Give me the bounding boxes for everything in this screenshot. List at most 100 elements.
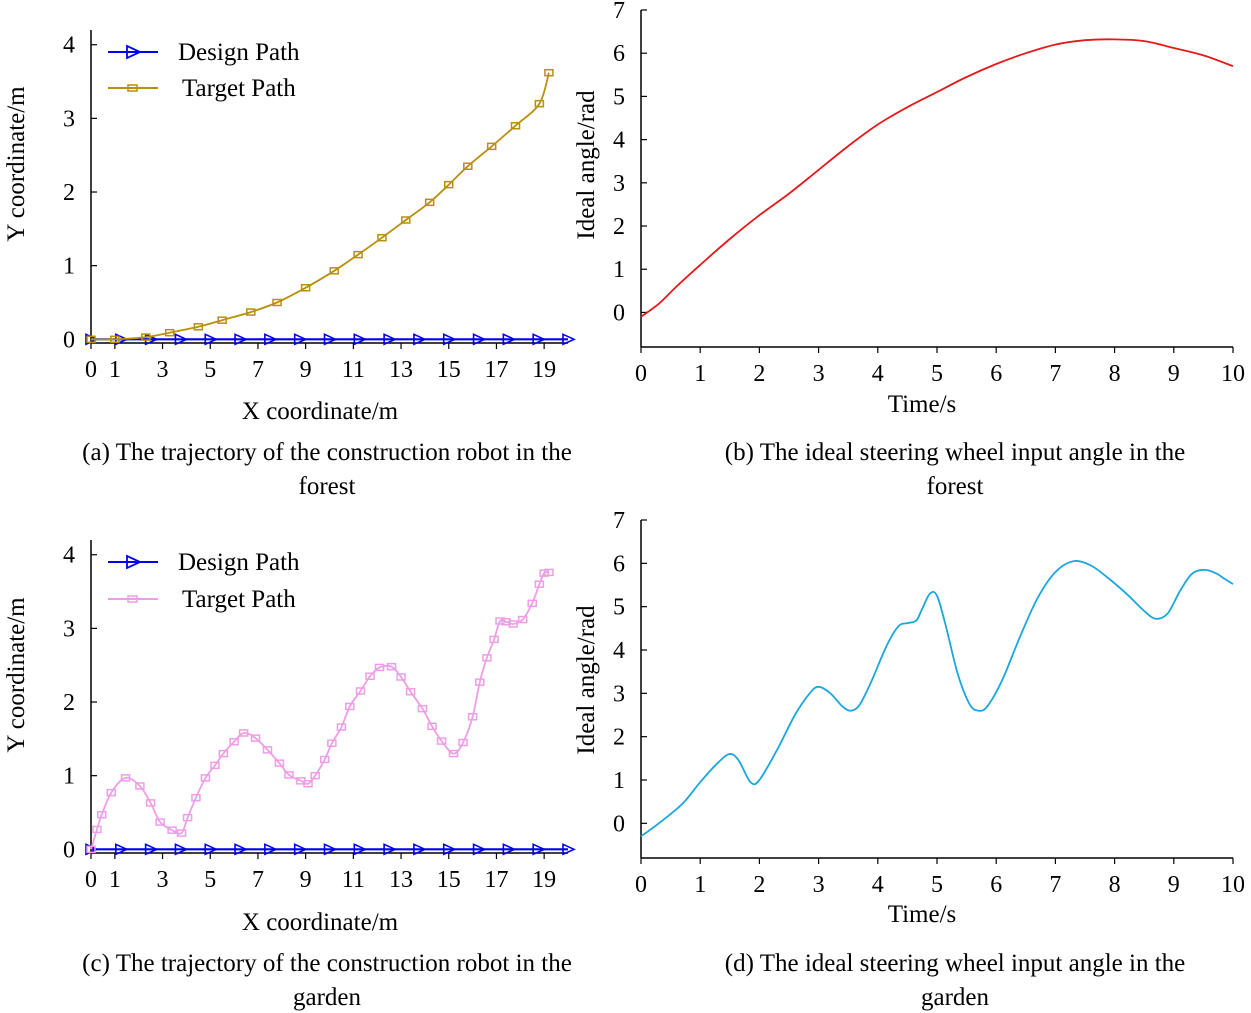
y-tick-label-b: 2 (613, 214, 625, 240)
panel-b-plot-area: 0 1 2 3 4 5 6 7 8 9 10 0 1 2 3 4 5 6 7 (613, 0, 1245, 387)
data-point-a-0-6 (264, 333, 278, 346)
data-point-c-1-19 (274, 759, 285, 767)
series-line-d-0 (640, 560, 1234, 838)
data-point-c-0-2 (144, 843, 159, 856)
data-point-c-0-7 (293, 843, 308, 856)
data-point-c-1-27 (345, 702, 355, 711)
data-point-c-1-2 (96, 810, 107, 819)
data-point-a-0-10 (383, 333, 398, 346)
data-point-c-1-48 (534, 580, 545, 588)
data-point-c-1-22 (303, 780, 313, 788)
data-point-c-1-39 (467, 713, 478, 721)
x-tick-label-c: 11 (342, 867, 365, 893)
x-tick-label-b: 5 (931, 361, 943, 387)
panel-d-xlabel: Time/s (888, 901, 957, 928)
x-tick-label-a: 11 (342, 357, 365, 383)
data-point-c-0-14 (502, 843, 517, 856)
data-point-c-1-33 (405, 687, 416, 696)
x-tick-label-b: 6 (990, 361, 1002, 387)
data-point-c-1-12 (200, 774, 211, 782)
x-tick-label-c: 1 (109, 867, 121, 893)
panel-a-caption-line-1: (a) The trajectory of the construction r… (82, 439, 572, 466)
x-tick-label-b: 9 (1168, 361, 1180, 387)
y-tick-label-a: 1 (63, 254, 75, 280)
y-tick-label-b: 0 (613, 300, 625, 326)
data-point-c-1-34 (417, 704, 428, 713)
y-tick-label-d: 6 (613, 551, 625, 577)
data-point-c-1-38 (458, 738, 468, 747)
data-point-c-1-29 (365, 672, 375, 680)
x-tick-label-d: 7 (1049, 872, 1061, 898)
data-point-c-1-23 (310, 771, 320, 780)
data-point-c-0-5 (234, 843, 248, 856)
x-tick-label-d: 5 (931, 872, 943, 898)
y-tick-label-d: 2 (613, 725, 625, 751)
x-tick-label-b: 8 (1109, 361, 1121, 387)
panel-a-legend: Design Path Target Path (108, 39, 300, 102)
data-point-c-0-11 (413, 843, 427, 856)
legend-label-target-path: Target Path (182, 586, 296, 613)
data-point-a-1-12 (401, 216, 411, 224)
y-tick-label-b: 6 (613, 41, 625, 67)
x-tick-label-a: 17 (484, 357, 508, 383)
y-tick-label-d: 3 (613, 681, 625, 707)
data-point-a-1-8 (300, 284, 311, 292)
panel-a-caption-line-2: forest (299, 473, 356, 500)
data-point-c-1-24 (319, 755, 330, 764)
x-tick-label-a: 1 (109, 357, 121, 383)
data-point-a-0-5 (234, 333, 248, 346)
x-tick-label-a: 15 (437, 357, 461, 383)
panel-d-garden-steering-angle: 0 1 2 3 4 5 6 7 8 9 10 0 1 2 3 4 5 6 7 Time/s Ideal angle/… (573, 508, 1245, 1011)
data-point-c-0-12 (442, 843, 457, 856)
y-tick-label-c: 1 (63, 764, 75, 790)
data-point-c-1-36 (436, 737, 447, 745)
data-point-c-0-3 (174, 843, 189, 856)
data-point-a-1-9 (329, 267, 340, 275)
data-point-c-1-16 (238, 729, 249, 737)
data-point-a-0-3 (174, 333, 189, 346)
data-point-a-0-9 (353, 333, 368, 346)
x-tick-label-d: 8 (1109, 872, 1121, 898)
x-tick-label-d: 0 (635, 872, 647, 898)
panel-d-caption-line-2: garden (921, 984, 990, 1011)
data-point-c-1-44 (501, 617, 511, 626)
panel-c-caption-line-2: garden (293, 984, 362, 1011)
x-tick-label-a: 9 (300, 357, 312, 383)
panel-b-ylabel: Ideal angle/rad (573, 90, 600, 240)
x-tick-label-b: 0 (635, 361, 647, 387)
panel-c-caption-line-1: (c) The trajectory of the construction r… (82, 950, 572, 977)
x-tick-label-d: 3 (813, 872, 825, 898)
y-tick-label-b: 7 (613, 0, 625, 24)
panel-c-xlabel: X coordinate/m (242, 909, 399, 936)
panel-c-ylabel: Y coordinate/m (3, 597, 30, 753)
y-tick-label-a: 0 (63, 327, 75, 353)
data-point-c-1-6 (145, 799, 156, 807)
legend-design-path: Design Path (178, 549, 300, 576)
data-point-c-1-18 (262, 746, 273, 754)
data-point-c-1-43 (495, 617, 505, 625)
x-tick-label-c: 9 (300, 867, 312, 893)
data-point-c-1-10 (182, 813, 193, 822)
legend-target-path: Target Path (182, 586, 296, 613)
x-tick-label-a: 0 (85, 357, 97, 383)
data-point-c-1-49 (539, 569, 549, 577)
panel-d-ylabel: Ideal angle/rad (573, 605, 600, 755)
data-point-a-1-16 (486, 142, 497, 151)
data-point-a-1-15 (463, 162, 473, 170)
data-point-a-1-4 (193, 323, 204, 331)
x-tick-label-d: 6 (990, 872, 1002, 898)
data-point-c-1-0 (86, 845, 96, 854)
panel-d-plot-area: 0 1 2 3 4 5 6 7 8 9 10 0 1 2 3 4 5 6 7 (613, 508, 1245, 898)
panel-a-ylabel: Y coordinate/m (3, 86, 30, 242)
panel-b-xlabel: Time/s (888, 391, 957, 418)
data-point-c-1-7 (155, 818, 165, 826)
x-tick-label-b: 10 (1221, 361, 1245, 387)
data-point-a-1-2 (141, 333, 151, 341)
data-point-c-0-1 (115, 843, 129, 856)
data-point-a-0-4 (204, 333, 219, 346)
x-tick-label-d: 4 (872, 872, 884, 898)
x-tick-label-d: 9 (1168, 872, 1180, 898)
panel-b-forest-steering-angle: 0 1 2 3 4 5 6 7 8 9 10 0 1 2 3 4 5 6 7 Time/s Ideal angle/… (573, 0, 1245, 500)
y-tick-label-b: 4 (613, 128, 625, 154)
data-point-a-1-18 (534, 99, 545, 108)
